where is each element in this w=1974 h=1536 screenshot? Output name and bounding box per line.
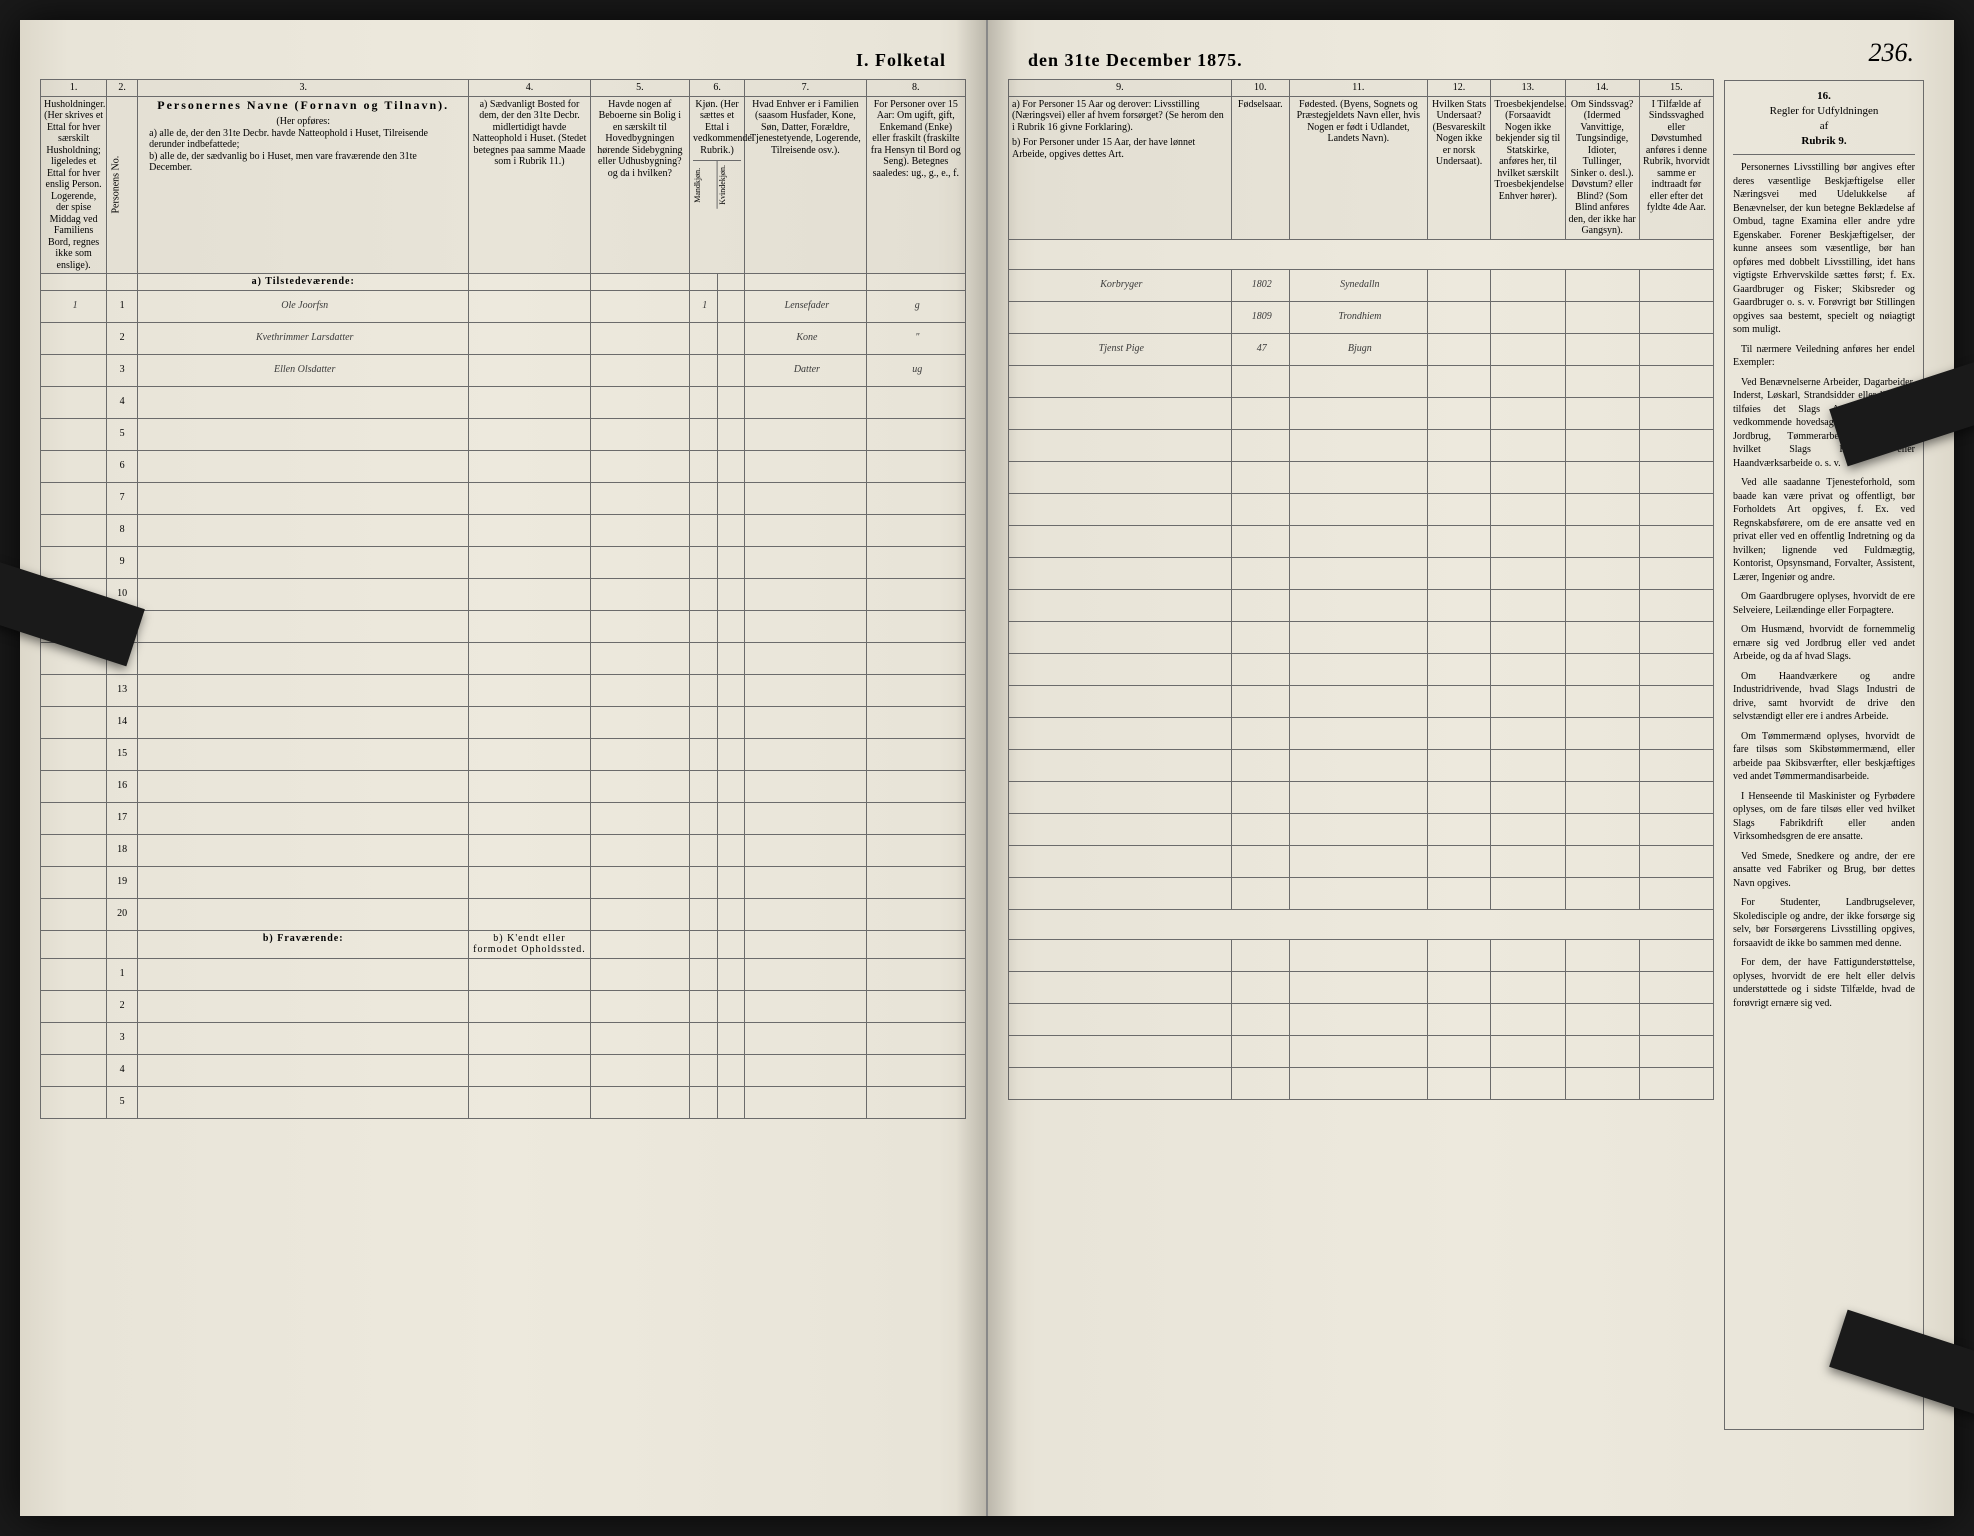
table-row bbox=[1009, 877, 1714, 909]
table-row: 18 bbox=[41, 834, 966, 866]
table-row: 5 bbox=[41, 418, 966, 450]
table-row: 17 bbox=[41, 802, 966, 834]
census-table-right: 9. 10. 11. 12. 13. 14. 15. a) For Person… bbox=[1008, 79, 1714, 1100]
page-title-left: I. Folketal bbox=[40, 50, 966, 71]
table-row bbox=[1009, 1003, 1714, 1035]
table-row bbox=[1009, 429, 1714, 461]
census-table-left: 1. 2. 3. 4. 5. 6. 7. 8. Husholdninger. (… bbox=[40, 79, 966, 1119]
table-row: 4 bbox=[41, 386, 966, 418]
instructions-column: 16. Regler for Udfyldningen af Rubrik 9.… bbox=[1724, 80, 1924, 1430]
section-present: a) Tilstedeværende: bbox=[41, 274, 966, 291]
page-title-right: den 31te December 1875. bbox=[1008, 50, 1934, 71]
table-row bbox=[1009, 813, 1714, 845]
table-row: 14 bbox=[41, 706, 966, 738]
table-row bbox=[1009, 1035, 1714, 1067]
table-row: 2 bbox=[41, 990, 966, 1022]
table-row: 6 bbox=[41, 450, 966, 482]
table-row bbox=[1009, 365, 1714, 397]
table-row: Tjenst Pige47Bjugn bbox=[1009, 333, 1714, 365]
table-row: 11 bbox=[41, 610, 966, 642]
table-row bbox=[1009, 845, 1714, 877]
table-row bbox=[1009, 781, 1714, 813]
col-number-row: 1. 2. 3. 4. 5. 6. 7. 8. bbox=[41, 80, 966, 97]
table-row bbox=[1009, 461, 1714, 493]
table-row: 1 bbox=[41, 958, 966, 990]
table-row: 4 bbox=[41, 1054, 966, 1086]
page-number: 236. bbox=[1869, 38, 1915, 68]
table-row: 1809Trondhiem bbox=[1009, 301, 1714, 333]
table-row: 11Ole Joorfsn1Lensefaderg bbox=[41, 290, 966, 322]
table-row bbox=[1009, 749, 1714, 781]
table-row: 20 bbox=[41, 898, 966, 930]
table-row bbox=[1009, 493, 1714, 525]
table-row bbox=[1009, 589, 1714, 621]
table-row: 16 bbox=[41, 770, 966, 802]
table-row bbox=[1009, 621, 1714, 653]
header-row: Husholdninger. (Her skrives et Ettal for… bbox=[41, 96, 966, 274]
table-row: 2Kvethrimmer LarsdatterKone" bbox=[41, 322, 966, 354]
table-row: 13 bbox=[41, 674, 966, 706]
table-row bbox=[1009, 397, 1714, 429]
table-row bbox=[1009, 685, 1714, 717]
table-row: Korbryger1802Synedalln bbox=[1009, 269, 1714, 301]
table-row: 10 bbox=[41, 578, 966, 610]
census-book: I. Folketal 1. 2. 3. 4. 5. 6. 7. 8. Hush… bbox=[20, 20, 1954, 1516]
table-row: 19 bbox=[41, 866, 966, 898]
left-page: I. Folketal 1. 2. 3. 4. 5. 6. 7. 8. Hush… bbox=[20, 20, 988, 1516]
table-row bbox=[1009, 557, 1714, 589]
table-row bbox=[1009, 525, 1714, 557]
header-row: a) For Personer 15 Aar og derover: Livss… bbox=[1009, 96, 1714, 239]
table-row bbox=[1009, 971, 1714, 1003]
table-row: 3 bbox=[41, 1022, 966, 1054]
table-row bbox=[1009, 717, 1714, 749]
table-row: 9 bbox=[41, 546, 966, 578]
table-row: 15 bbox=[41, 738, 966, 770]
table-row: 8 bbox=[41, 514, 966, 546]
table-row: 7 bbox=[41, 482, 966, 514]
table-row: 5 bbox=[41, 1086, 966, 1118]
table-row bbox=[1009, 939, 1714, 971]
col-number-row: 9. 10. 11. 12. 13. 14. 15. bbox=[1009, 80, 1714, 97]
table-row bbox=[1009, 653, 1714, 685]
table-row: 3Ellen OlsdatterDatterug bbox=[41, 354, 966, 386]
right-page: 236. den 31te December 1875. 9. 10. 11. … bbox=[988, 20, 1954, 1516]
table-row: 12 bbox=[41, 642, 966, 674]
table-row bbox=[1009, 1067, 1714, 1099]
section-absent: b) Fraværende: b) K'endt eller formodet … bbox=[41, 930, 966, 958]
